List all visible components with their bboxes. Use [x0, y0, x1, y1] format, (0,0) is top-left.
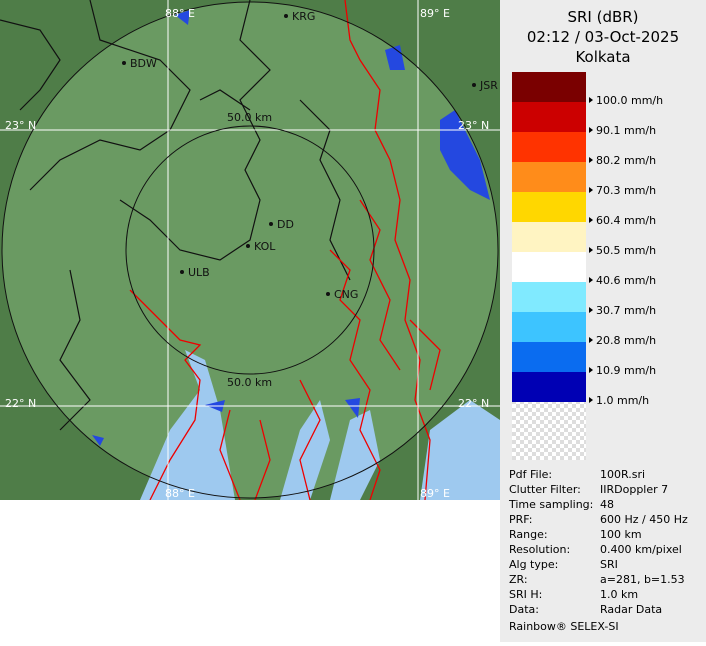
- lat-label: 22° N: [5, 397, 36, 410]
- place-label: ULB: [188, 266, 210, 279]
- legend-tick: [589, 397, 593, 403]
- legend-tick: [589, 277, 593, 283]
- legend-tick: [589, 367, 593, 373]
- legend-swatch: [512, 342, 586, 372]
- lat-label: 23° N: [458, 119, 489, 132]
- legend-swatch: [512, 132, 586, 162]
- legend-swatch: [512, 252, 586, 282]
- place-label: KRG: [292, 10, 315, 23]
- info-value: a=281, b=1.53: [600, 573, 685, 586]
- lon-label: 88° E: [165, 487, 195, 500]
- legend-swatch: [512, 162, 586, 192]
- legend-label: 1.0 mm/h: [596, 394, 649, 407]
- graticule: [0, 0, 500, 500]
- info-key: Alg type:: [509, 558, 558, 571]
- info-key: ZR:: [509, 573, 528, 586]
- legend: SRI (dBR) 02:12 / 03-Oct-2025 Kolkata 10…: [508, 8, 688, 633]
- legend-tick: [589, 127, 593, 133]
- info-value: 48: [600, 498, 614, 511]
- place-dot: [284, 14, 288, 18]
- legend-title: SRI (dBR): [567, 8, 638, 26]
- place-label: BDW: [130, 57, 157, 70]
- legend-label: 40.6 mm/h: [596, 274, 656, 287]
- legend-label: 60.4 mm/h: [596, 214, 656, 227]
- place-dot: [246, 244, 250, 248]
- info-key: Time sampling:: [508, 498, 593, 511]
- info-value: 1.0 km: [600, 588, 638, 601]
- estuary: [140, 350, 500, 500]
- info-value: 0.400 km/pixel: [600, 543, 682, 556]
- legend-swatch: [512, 282, 586, 312]
- info-key: SRI H:: [509, 588, 542, 601]
- legend-time: 02:12 / 03-Oct-2025: [527, 28, 679, 46]
- place-dot: [180, 270, 184, 274]
- place-label: CNG: [334, 288, 358, 301]
- legend-label: 10.9 mm/h: [596, 364, 656, 377]
- radar-coverage: [2, 2, 498, 498]
- place-label: DD: [277, 218, 294, 231]
- legend-nodata: [512, 400, 586, 460]
- info-value: 100 km: [600, 528, 642, 541]
- place-dot: [472, 83, 476, 87]
- legend-swatch: [512, 72, 586, 102]
- info-key: Resolution:: [509, 543, 570, 556]
- info-key: Range:: [509, 528, 548, 541]
- legend-tick: [589, 187, 593, 193]
- legend-label: 30.7 mm/h: [596, 304, 656, 317]
- legend-station: Kolkata: [575, 48, 630, 66]
- lat-label: 22° N: [458, 397, 489, 410]
- legend-tick: [589, 217, 593, 223]
- info-key: PRF:: [509, 513, 532, 526]
- legend-tick: [589, 247, 593, 253]
- legend-tick: [589, 97, 593, 103]
- legend-label: 80.2 mm/h: [596, 154, 656, 167]
- legend-label: 70.3 mm/h: [596, 184, 656, 197]
- place-dot: [269, 222, 273, 226]
- lon-label: 89° E: [420, 487, 450, 500]
- legend-tick: [589, 307, 593, 313]
- info-value: 100R.sri: [600, 468, 645, 481]
- lon-label: 89° E: [420, 7, 450, 20]
- legend-swatch: [512, 222, 586, 252]
- legend-swatch: [512, 372, 586, 402]
- info-value: SRI: [600, 558, 618, 571]
- info-value: Radar Data: [600, 603, 662, 616]
- legend-swatch: [512, 312, 586, 342]
- legend-label: 50.5 mm/h: [596, 244, 656, 257]
- info-key: Clutter Filter:: [509, 483, 581, 496]
- legend-label: 100.0 mm/h: [596, 94, 663, 107]
- info-value: IIRDoppler 7: [600, 483, 668, 496]
- info-key: Pdf File:: [509, 468, 552, 481]
- legend-tick: [589, 157, 593, 163]
- rivers: [129, 0, 441, 500]
- lon-label: 88° E: [165, 7, 195, 20]
- place-dot: [326, 292, 330, 296]
- place-dot: [122, 61, 126, 65]
- legend-tick: [589, 337, 593, 343]
- place-label: JSR: [479, 79, 498, 92]
- map: 88° E 89° E 88° E 89° E 23° N 23° N 22° …: [0, 0, 500, 500]
- range-label: 50.0 km: [227, 376, 272, 389]
- legend-label: 90.1 mm/h: [596, 124, 656, 137]
- legend-swatch: [512, 192, 586, 222]
- legend-label: 20.8 mm/h: [596, 334, 656, 347]
- range-rings: [1, 1, 499, 499]
- range-label: 50.0 km: [227, 111, 272, 124]
- echoes: [92, 10, 490, 446]
- place-label: KOL: [254, 240, 276, 253]
- info-key: Data:: [509, 603, 539, 616]
- lat-label: 23° N: [5, 119, 36, 132]
- info-value: 600 Hz / 450 Hz: [600, 513, 688, 526]
- footer: Rainbow® SELEX-SI: [509, 620, 619, 633]
- legend-swatch: [512, 102, 586, 132]
